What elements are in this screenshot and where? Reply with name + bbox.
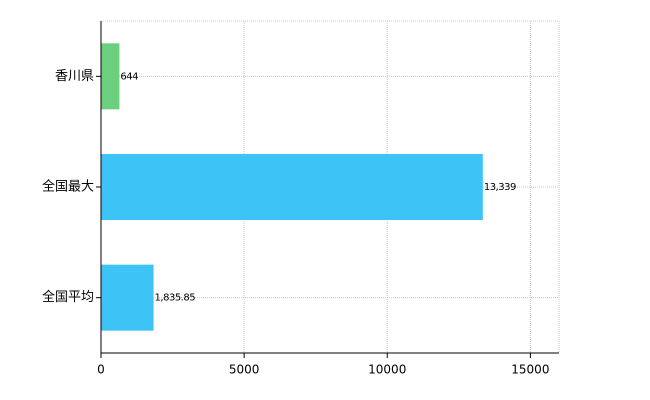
bar: [101, 43, 120, 110]
bar: [101, 264, 154, 331]
value-label: 1,835.85: [155, 293, 196, 304]
y-tick-label: 全国平均: [42, 289, 94, 305]
x-tick-label: 5000: [229, 363, 260, 377]
x-tick-label: 0: [97, 363, 105, 377]
x-tick-label: 10000: [368, 363, 406, 377]
value-label: 13,339: [484, 182, 516, 193]
y-tick-label: 全国最大: [42, 179, 94, 195]
y-tick-label: 香川県: [55, 69, 94, 84]
value-label: 644: [120, 71, 138, 82]
x-tick-label: 15000: [511, 363, 549, 377]
bar: [101, 154, 483, 220]
